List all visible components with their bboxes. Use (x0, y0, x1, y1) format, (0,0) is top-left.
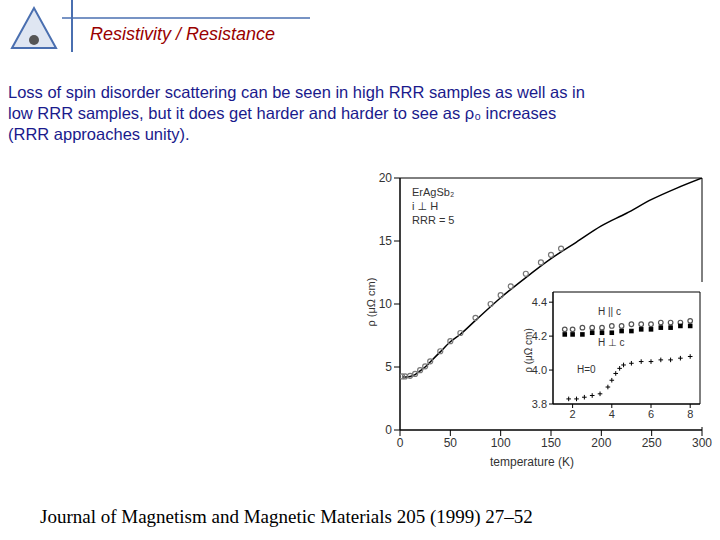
html-text:ErAgSb₂: ErAgSb₂ (412, 186, 455, 198)
svg-text:0: 0 (385, 423, 392, 437)
svg-text:150: 150 (541, 436, 561, 450)
html-text:ρ (μΩ cm): ρ (μΩ cm) (365, 277, 377, 327)
html-text:low RRR samples, but it does g: low RRR samples, but it does get harder … (8, 104, 557, 122)
svg-text:50: 50 (444, 436, 458, 450)
svg-text:200: 200 (591, 436, 611, 450)
svg-text:4.2: 4.2 (532, 330, 547, 342)
svg-text:6: 6 (648, 408, 654, 420)
svg-text:15: 15 (379, 234, 393, 248)
html-text:ρ (μΩ cm): ρ (μΩ cm) (522, 328, 534, 373)
html-text:RRR = 5: RRR = 5 (412, 214, 455, 226)
html-text:H ⊥ c: H ⊥ c (598, 337, 625, 348)
svg-text:8: 8 (687, 408, 693, 420)
svg-text:300: 300 (692, 436, 712, 450)
svg-text:20: 20 (379, 171, 393, 185)
html-text:H=0: H=0 (577, 364, 596, 375)
svg-text:4.0: 4.0 (532, 364, 547, 376)
svg-text:3.8: 3.8 (532, 398, 547, 410)
svg-text:100: 100 (491, 436, 511, 450)
html-text:Loss of spin disorder scatteri: Loss of spin disorder scattering can be … (8, 83, 585, 101)
svg-text:0: 0 (397, 436, 404, 450)
html-text:H || c: H || c (598, 306, 621, 317)
html-text:Resistivity / Resistance: Resistivity / Resistance (90, 24, 276, 44)
html-text:Journal of Magnetism and Magne: Journal of Magnetism and Magnetic Materi… (40, 506, 533, 527)
svg-text:10: 10 (379, 297, 393, 311)
svg-text:4: 4 (609, 408, 615, 420)
svg-text:4.4: 4.4 (532, 296, 547, 308)
html-text:(RRR approaches unity).: (RRR approaches unity). (8, 125, 190, 143)
html-text:i ⊥ H: i ⊥ H (412, 200, 439, 212)
html-text:temperature (K): temperature (K) (490, 455, 574, 469)
svg-text:2: 2 (570, 408, 576, 420)
svg-text:5: 5 (385, 360, 392, 374)
svg-text:250: 250 (642, 436, 662, 450)
